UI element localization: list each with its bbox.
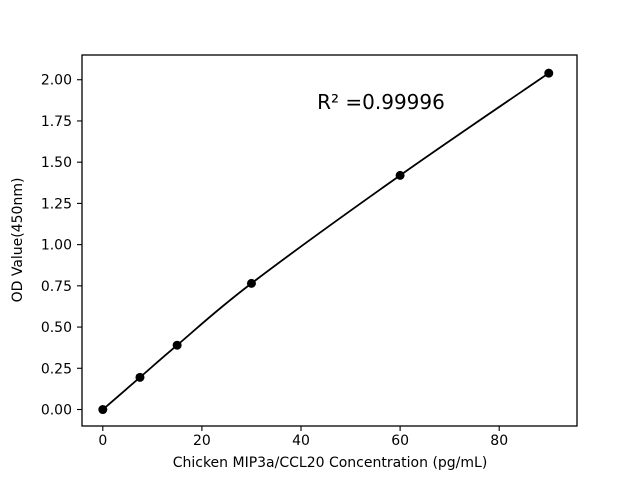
y-tick-label: 0.00 (41, 403, 72, 419)
data-point-markers (98, 68, 554, 415)
r-squared-annotation: R² =0.99996 (317, 90, 445, 114)
y-tick-label: 1.75 (41, 114, 72, 130)
x-axis-label: Chicken MIP3a/CCL20 Concentration (pg/mL… (173, 455, 488, 471)
data-point (172, 340, 182, 350)
y-axis-ticks: 0.00 0.25 0.50 0.75 1.00 1.25 1.50 1.75 2.00 (41, 73, 82, 419)
y-tick-label: 2.00 (41, 73, 72, 89)
y-tick-label: 1.50 (41, 155, 72, 171)
data-point (98, 405, 108, 415)
y-tick-label: 1.25 (41, 196, 72, 212)
x-axis-ticks: 0 20 40 60 80 (98, 426, 508, 449)
x-tick-label: 40 (292, 433, 310, 449)
data-point (544, 68, 554, 78)
y-tick-label: 0.25 (41, 361, 72, 377)
data-point (395, 170, 405, 180)
y-axis-label: OD Value(450nm) (10, 178, 26, 303)
x-tick-label: 60 (391, 433, 409, 449)
x-tick-label: 80 (490, 433, 508, 449)
data-point (135, 372, 145, 382)
y-tick-label: 0.75 (41, 279, 72, 295)
plot-area (81, 54, 578, 427)
y-tick-label: 1.00 (41, 238, 72, 254)
y-tick-label: 0.50 (41, 320, 72, 336)
data-point (246, 278, 256, 288)
x-tick-label: 0 (98, 433, 107, 449)
x-tick-label: 20 (193, 433, 211, 449)
